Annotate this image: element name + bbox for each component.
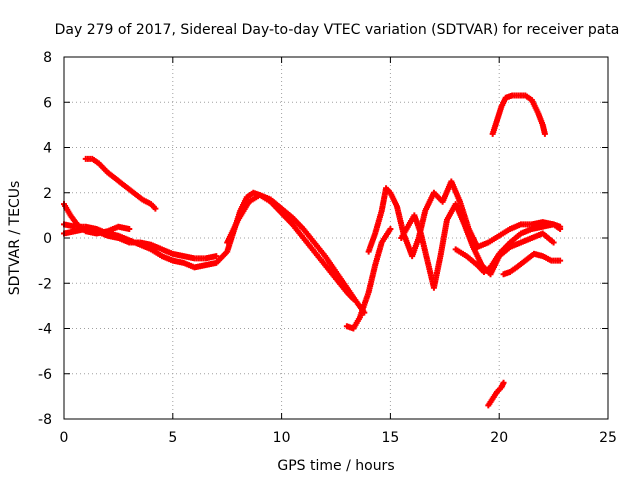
series-markers (365, 178, 564, 260)
series-markers (82, 155, 159, 212)
x-tick-label: 0 (60, 430, 69, 446)
series-markers (489, 92, 548, 137)
y-tick-label: 0 (43, 231, 52, 247)
x-tick-label: 20 (490, 430, 508, 446)
series-arc-A (61, 189, 357, 303)
y-tick-label: -6 (38, 367, 52, 383)
x-tick-label: 15 (381, 430, 399, 446)
y-tick-label: 8 (43, 50, 52, 66)
series-arc-G (365, 178, 564, 260)
data-points (61, 92, 564, 409)
x-tick-label: 10 (273, 430, 291, 446)
series-markers (452, 221, 564, 275)
series-arc-L (485, 379, 507, 409)
y-tick-label: -2 (38, 276, 52, 292)
x-tick-label: 5 (168, 430, 177, 446)
series-arc-H (398, 201, 557, 291)
series-arc-K (489, 92, 548, 137)
y-tick-label: 4 (43, 141, 52, 157)
series-markers (343, 225, 394, 332)
series-arc-E (224, 192, 368, 316)
series-arc-I (452, 221, 564, 275)
chart-title: Day 279 of 2017, Sidereal Day-to-day VTE… (55, 22, 620, 38)
series-markers (485, 379, 507, 409)
series-markers (61, 189, 357, 303)
y-tick-label: -8 (38, 412, 52, 428)
axis-ticks: 0 5 10 15 20 25 -8 -6 -4 -2 0 2 4 6 8 (38, 50, 617, 446)
y-tick-label: 6 (43, 95, 52, 111)
series-markers (398, 201, 557, 291)
series-markers (224, 192, 368, 316)
series-arc-C (82, 155, 159, 212)
x-tick-label: 25 (599, 430, 617, 446)
series-markers (500, 250, 564, 278)
y-tick-label: -4 (38, 322, 52, 338)
y-tick-label: 2 (43, 186, 52, 202)
y-axis-label: SDTVAR / TECUs (7, 181, 23, 296)
x-axis-label: GPS time / hours (277, 458, 394, 474)
series-arc-F (343, 225, 394, 332)
series-arc-J (500, 250, 564, 278)
